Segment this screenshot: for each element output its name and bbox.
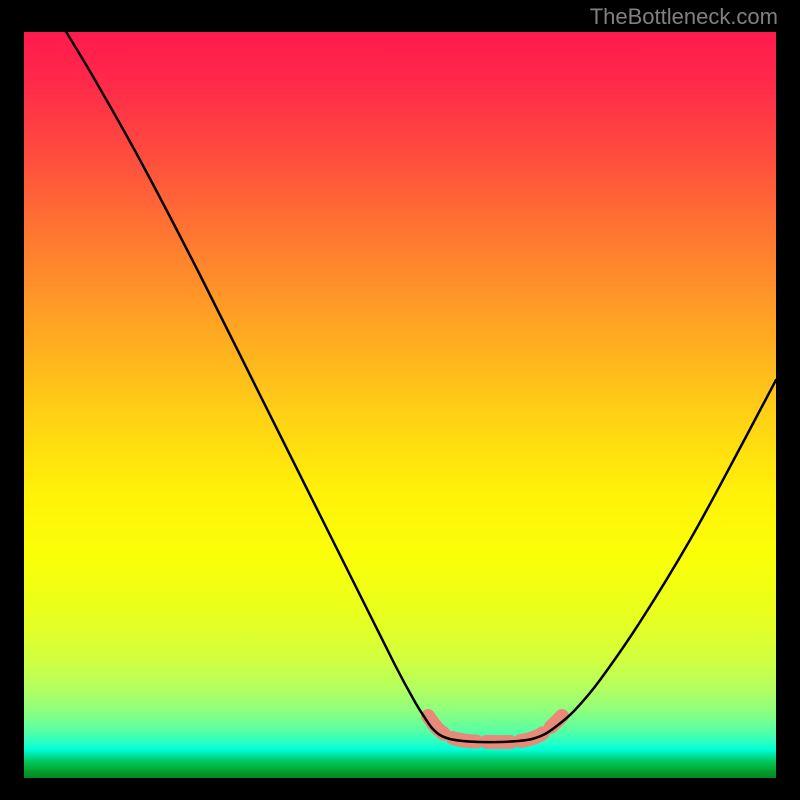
bottleneck-heat-gradient xyxy=(24,30,776,778)
outer-frame: TheBottleneck.com xyxy=(0,0,800,800)
watermark-text: TheBottleneck.com xyxy=(590,4,778,30)
